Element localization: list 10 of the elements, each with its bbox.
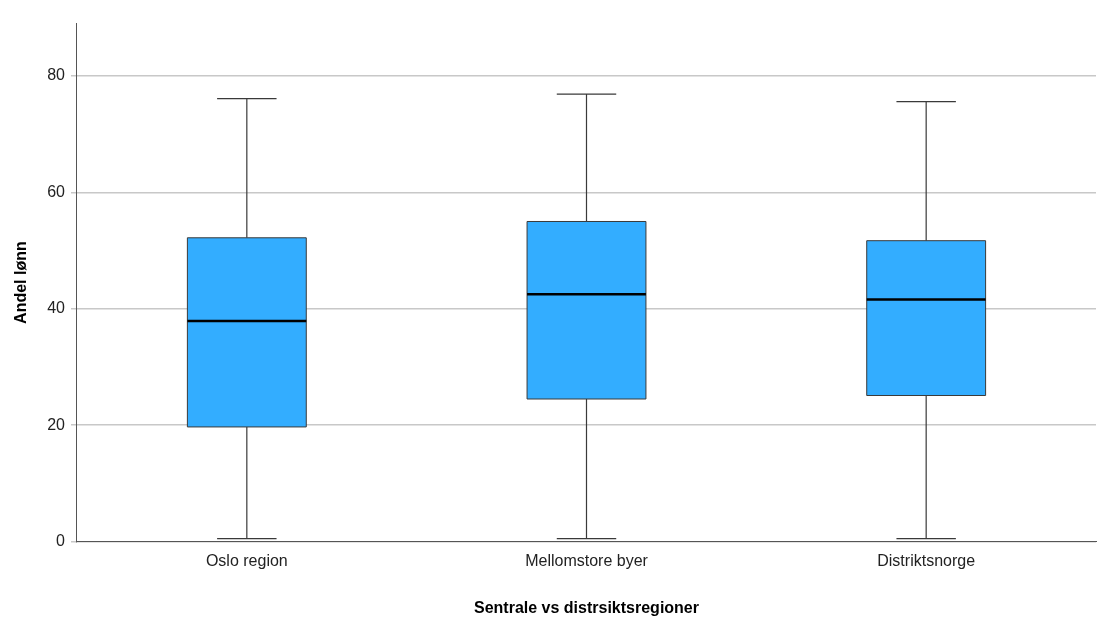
y-tick-label: 80	[47, 66, 66, 84]
y-axis-title: Andel lønn	[12, 241, 30, 324]
y-tick-label: 60	[47, 182, 66, 200]
y-tick-label: 20	[47, 415, 66, 433]
y-tick-label: 40	[47, 299, 66, 317]
x-tick-label: Distriktsnorge	[877, 551, 976, 569]
y-tick-label: 0	[56, 532, 66, 550]
x-tick-label: Mellomstore byer	[525, 551, 649, 569]
x-axis-title: Sentrale vs distrsiktsregioner	[474, 598, 699, 616]
x-tick-label: Oslo region	[205, 551, 288, 569]
